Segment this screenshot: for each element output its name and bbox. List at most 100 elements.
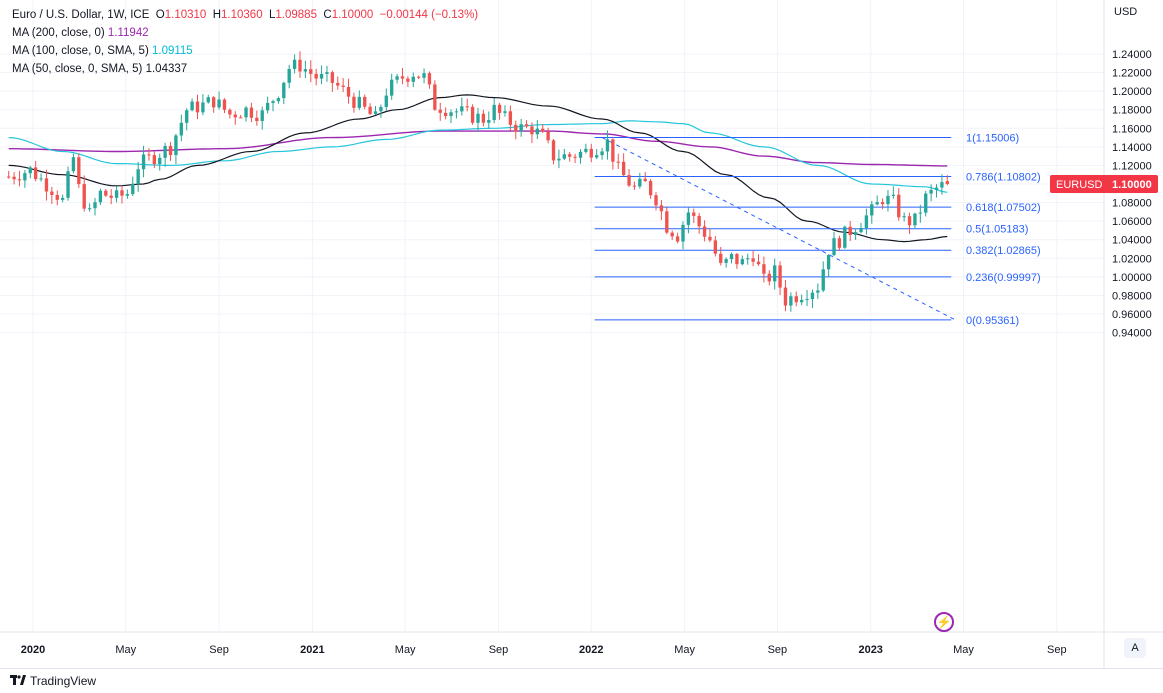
candle-body bbox=[492, 104, 496, 121]
last-price-value: 1.10000 bbox=[1112, 179, 1152, 191]
candle-body bbox=[228, 109, 232, 115]
candle-body bbox=[82, 184, 86, 209]
candle-body bbox=[60, 197, 65, 200]
candle-body bbox=[276, 98, 281, 102]
candle-body bbox=[298, 59, 302, 72]
time-tick-label: 2023 bbox=[858, 644, 882, 656]
footer: TradingView bbox=[0, 668, 1163, 693]
candle-body bbox=[778, 265, 782, 288]
candle-body bbox=[746, 258, 750, 260]
candle-body bbox=[681, 224, 685, 242]
high-value: 1.10360 bbox=[221, 9, 263, 21]
candle-body bbox=[87, 208, 92, 210]
candle-body bbox=[39, 178, 43, 180]
candle-body bbox=[864, 215, 869, 228]
candle-body bbox=[357, 96, 361, 108]
candle-body bbox=[238, 117, 243, 119]
candle-body bbox=[292, 59, 297, 69]
candle-body bbox=[136, 169, 140, 184]
candle-body bbox=[562, 154, 566, 159]
ma100-legend[interactable]: MA (100, close, 0, SMA, 5) 1.09115 bbox=[12, 45, 193, 57]
candle-body bbox=[98, 190, 103, 203]
candle-body bbox=[190, 101, 194, 111]
candle-body bbox=[454, 111, 459, 113]
candle-body bbox=[843, 226, 847, 248]
candle-body bbox=[837, 238, 842, 248]
candle-body bbox=[400, 76, 405, 79]
candle-body bbox=[93, 202, 97, 209]
candle-body bbox=[260, 110, 264, 122]
candle-body bbox=[120, 190, 124, 196]
price-axis: USD 1.24000 1.22000 1.20000 1.18000 1.16000 1.… bbox=[1103, 0, 1152, 668]
ma200-line bbox=[8, 130, 948, 167]
candle-body bbox=[886, 195, 890, 205]
candle-body bbox=[384, 95, 388, 107]
candle-body bbox=[487, 120, 491, 123]
candle-body bbox=[810, 292, 815, 300]
candle-body bbox=[627, 175, 631, 186]
candle-body bbox=[319, 73, 324, 79]
auto-scale-button[interactable]: A bbox=[1124, 638, 1146, 658]
candle-body bbox=[433, 84, 437, 110]
candle-body bbox=[891, 194, 896, 196]
price-tick-label: 1.18000 bbox=[1112, 105, 1152, 117]
candle-body bbox=[104, 190, 108, 196]
candle-body bbox=[427, 73, 432, 85]
candle-body bbox=[530, 126, 534, 135]
candle-body bbox=[271, 101, 275, 103]
time-tick-label: May bbox=[395, 644, 416, 656]
ma200-legend[interactable]: MA (200, close, 0) 1.11942 bbox=[12, 27, 149, 39]
candle-body bbox=[12, 176, 16, 180]
candle-body bbox=[460, 106, 464, 112]
candle-body bbox=[686, 212, 691, 225]
candle-body bbox=[643, 178, 647, 181]
time-tick-label: Sep bbox=[1047, 644, 1067, 656]
candle-body bbox=[654, 195, 658, 206]
time-tick-label: May bbox=[953, 644, 974, 656]
candle-body bbox=[821, 269, 825, 291]
candle-body bbox=[659, 205, 664, 212]
candle-body bbox=[568, 154, 572, 157]
candle-body bbox=[859, 227, 863, 233]
price-tick-label: 1.14000 bbox=[1112, 142, 1152, 154]
candle-body bbox=[735, 253, 739, 265]
candle-body bbox=[141, 154, 146, 170]
candle-body bbox=[724, 259, 728, 263]
candle-body bbox=[729, 253, 734, 260]
candle-body bbox=[438, 109, 442, 113]
brand-name: TradingView bbox=[30, 674, 97, 688]
ma50-legend[interactable]: MA (50, close, 0, SMA, 5) 1.04337 bbox=[12, 63, 188, 75]
candle-body bbox=[945, 181, 949, 184]
candle-body bbox=[913, 213, 917, 226]
candle-body bbox=[368, 106, 372, 114]
candle-body bbox=[713, 240, 718, 254]
candle-body bbox=[416, 76, 421, 78]
candle-body bbox=[158, 157, 162, 165]
candle-body bbox=[573, 156, 577, 158]
symbol-title[interactable]: Euro / U.S. Dollar, 1W, ICE bbox=[12, 9, 150, 21]
tradingview-brand[interactable]: TradingView bbox=[10, 674, 96, 688]
ma50-line bbox=[8, 94, 948, 243]
candle-body bbox=[589, 148, 593, 158]
candle-body bbox=[719, 253, 723, 263]
candle-body bbox=[697, 215, 701, 227]
fib-level-label: 0.382(1.02865) bbox=[966, 245, 1041, 257]
candle-body bbox=[212, 97, 216, 108]
price-chart[interactable]: 1(1.15006) 0.786(1.10802) 0.618(1.07502) 0.… bbox=[0, 0, 1163, 668]
candle-body bbox=[303, 69, 308, 72]
lightning-icon[interactable]: ⚡ bbox=[934, 612, 954, 632]
candle-body bbox=[848, 226, 852, 235]
fib-level-label: 0.5(1.05183) bbox=[966, 224, 1028, 236]
price-tick-label: 1.16000 bbox=[1112, 123, 1152, 135]
candle-body bbox=[503, 111, 507, 113]
candle-body bbox=[670, 232, 674, 237]
candle-body bbox=[638, 178, 642, 187]
candle-body bbox=[875, 202, 879, 205]
candle-body bbox=[7, 176, 11, 178]
candle-body bbox=[406, 78, 410, 82]
grid-lines bbox=[0, 0, 1104, 632]
time-tick-label: 2020 bbox=[21, 644, 45, 656]
price-tick-label: 0.96000 bbox=[1112, 309, 1152, 321]
candle-body bbox=[621, 161, 626, 176]
price-tick-label: 1.08000 bbox=[1112, 198, 1152, 210]
